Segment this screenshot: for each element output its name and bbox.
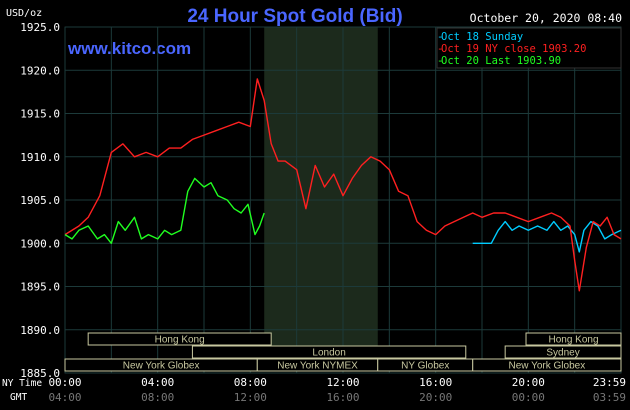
ny-tick-label: 08:00 <box>234 376 267 389</box>
time-axis: NY Time GMT 00:00 04:00 08:00 12:00 16:00 20:… <box>2 376 626 404</box>
y-tick-label: 1890.0 <box>20 324 60 337</box>
session-box <box>87 332 272 346</box>
ny-tick-label: 04:00 <box>141 376 174 389</box>
datetime-label: October 20, 2020 08:40 <box>470 11 622 25</box>
session-box <box>191 345 467 359</box>
ny-tick-label: 16:00 <box>419 376 452 389</box>
session-label: London <box>312 348 345 359</box>
ny-tick-label: 00:00 <box>48 376 81 389</box>
y-tick-label: 1895.0 <box>20 281 60 294</box>
legend-dash-1: - <box>437 43 443 55</box>
y-tick-label: 1920.0 <box>20 64 60 77</box>
session-label: Hong Kong <box>548 335 598 346</box>
legend-box <box>436 27 622 69</box>
gmt-tick-label: 00:00 <box>512 391 545 404</box>
y-tick-label: 1900.0 <box>20 237 60 250</box>
market-sessions: Hong Kong Hong Kong London Sydney New York G… <box>64 332 622 372</box>
gmt-tick-label: 20:00 <box>419 391 452 404</box>
session-label: New York Globex <box>123 361 200 372</box>
session-box <box>504 345 622 359</box>
ny-time-label: NY Time <box>2 378 42 389</box>
session-label: Sydney <box>546 348 579 359</box>
gmt-tick-label: 08:00 <box>141 391 174 404</box>
legend-dash-0: - <box>437 31 443 43</box>
gmt-label: GMT <box>10 392 27 403</box>
ny-tick-label: 12:00 <box>326 376 359 389</box>
session-label: NY Globex <box>401 361 449 372</box>
chart-title: 24 Hour Spot Gold (Bid) <box>187 6 402 27</box>
legend-dash-2: - <box>437 55 443 67</box>
session-label: Hong Kong <box>155 335 205 346</box>
series-lines <box>64 78 622 292</box>
legend: Oct 18 Sunday Oct 19 NY close 1903.20 Oc… <box>436 27 622 69</box>
series-line-2 <box>64 177 265 245</box>
y-tick-label: 1915.0 <box>20 108 60 121</box>
site-link[interactable]: www.kitco.com <box>67 39 191 58</box>
session-box <box>525 332 622 346</box>
gmt-tick-label: 12:00 <box>234 391 267 404</box>
legend-oct20: Oct 20 Last 1903.90 <box>441 55 561 67</box>
ny-tick-label: 20:00 <box>512 376 545 389</box>
shaded-region <box>264 27 378 357</box>
series-line-1 <box>64 78 622 292</box>
session-box <box>472 358 622 372</box>
gmt-tick-label: 03:59 <box>593 391 626 404</box>
legend-oct19: Oct 19 NY close 1903.20 <box>441 43 586 55</box>
gmt-tick-label: 16:00 <box>326 391 359 404</box>
ny-tick-label: 23:59 <box>593 376 626 389</box>
session-label: New York Globex <box>509 361 586 372</box>
series-line-0 <box>472 220 622 253</box>
y-tick-label: 1905.0 <box>20 194 60 207</box>
y-tick-label: 1910.0 <box>20 151 60 164</box>
session-label: New York NYMEX <box>277 361 358 372</box>
y-unit-label: USD/oz <box>6 8 42 19</box>
y-axis: 1885.0 1890.0 1895.0 1900.0 1905.0 1910.0 1915… <box>20 21 60 380</box>
y-tick-label: 1885.0 <box>20 367 60 380</box>
y-tick-label: 1925.0 <box>20 21 60 34</box>
legend-oct18: Oct 18 Sunday <box>441 31 523 43</box>
gmt-tick-label: 04:00 <box>48 391 81 404</box>
grid <box>64 26 622 374</box>
